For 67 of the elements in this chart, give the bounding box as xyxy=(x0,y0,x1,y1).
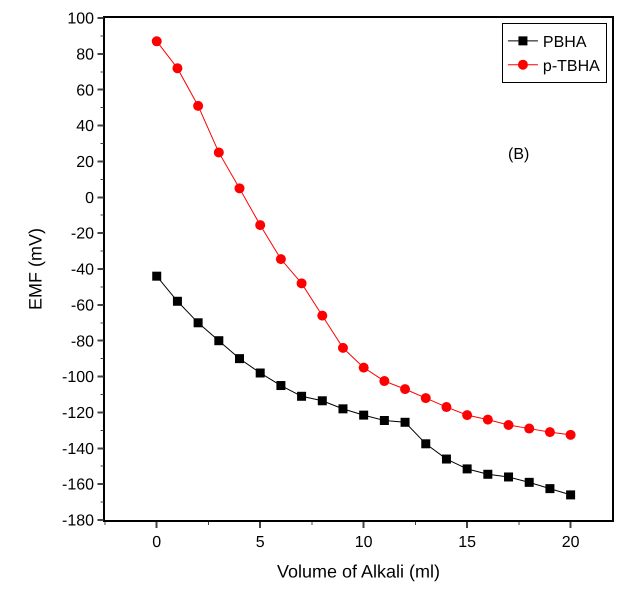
point xyxy=(338,404,348,414)
point xyxy=(193,100,204,111)
point xyxy=(524,424,534,434)
y-tick-label: -20 xyxy=(70,226,94,243)
point xyxy=(318,396,327,406)
point xyxy=(152,272,162,281)
y-tick-label: -120 xyxy=(62,405,94,422)
y-tick-label: 80 xyxy=(76,46,94,64)
y-tick-label: 60 xyxy=(76,82,94,100)
y-tick-label: -160 xyxy=(62,476,94,494)
point xyxy=(566,490,576,500)
point xyxy=(214,147,224,158)
point xyxy=(545,484,554,494)
point xyxy=(276,254,286,264)
point xyxy=(256,368,265,378)
point xyxy=(504,420,514,430)
y-tick-label: -80 xyxy=(70,333,94,350)
point xyxy=(152,36,162,46)
point xyxy=(462,410,472,420)
point xyxy=(297,392,306,401)
point xyxy=(462,464,472,474)
point xyxy=(358,362,369,373)
point xyxy=(442,454,451,464)
point xyxy=(421,439,430,448)
point xyxy=(234,183,245,194)
y-tick-label: -100 xyxy=(62,369,94,386)
point xyxy=(441,402,452,412)
x-tick-label: 20 xyxy=(562,534,580,551)
point xyxy=(504,472,514,482)
point xyxy=(420,393,431,404)
x-tick-label: 0 xyxy=(152,534,162,551)
point xyxy=(194,318,203,328)
point xyxy=(524,478,534,487)
y-tick-label: -140 xyxy=(62,440,94,458)
point xyxy=(317,310,328,321)
point xyxy=(359,410,368,420)
legend-label: p-TBHA xyxy=(542,58,600,75)
point xyxy=(172,63,182,74)
point xyxy=(235,354,244,364)
x-tick-label: 15 xyxy=(458,534,476,551)
point xyxy=(214,336,224,346)
point xyxy=(296,278,307,288)
legend-label: PBHA xyxy=(542,34,587,52)
annotation: (B) xyxy=(508,146,530,163)
y-tick-label: 20 xyxy=(76,154,94,172)
point xyxy=(255,220,266,230)
x-tick-label: 10 xyxy=(354,534,373,551)
point xyxy=(172,296,182,306)
point xyxy=(544,427,555,438)
y-tick-label: 0 xyxy=(85,190,94,207)
point xyxy=(483,470,492,479)
y-tick-label: -40 xyxy=(70,262,94,279)
point xyxy=(276,381,286,390)
point xyxy=(338,342,348,353)
y-tick-label: -180 xyxy=(62,512,94,530)
point xyxy=(379,376,390,386)
point xyxy=(482,414,493,425)
point xyxy=(566,430,576,440)
y-tick-label: 40 xyxy=(76,118,94,136)
point xyxy=(380,416,389,425)
point xyxy=(400,418,410,427)
y-axis-title: EMF (mV) xyxy=(26,228,46,310)
y-tick-label: 100 xyxy=(67,10,94,28)
x-tick-label: 5 xyxy=(256,534,265,551)
y-tick-label: -60 xyxy=(70,297,94,314)
point xyxy=(400,384,410,394)
x-axis-title: Volume of Alkali (ml) xyxy=(276,562,440,582)
